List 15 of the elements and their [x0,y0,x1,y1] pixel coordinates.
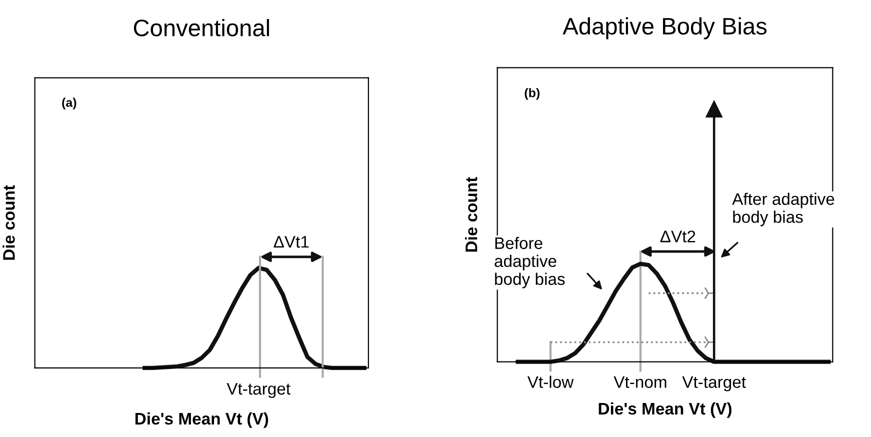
annotation: After adaptive body bias [732,192,834,226]
text: ΔVt1 [274,236,309,248]
y-axis-title: Die count [465,177,478,252]
y-axis-title: Die count [2,185,15,260]
x-axis-title: Die's Mean Vt (V) [135,412,268,428]
annotation: ΔVt2 [660,230,696,242]
x-tick-label: Vt-nom [614,376,666,388]
x-axis-title: Die's Mean Vt (V) [598,402,732,418]
x-tick-label: Vt-low [527,376,574,388]
text: (b) [524,88,540,100]
chart-title: Adaptive Body Bias [562,17,767,40]
x-tick-label: Vt-target [682,376,746,392]
text: (a) [62,98,76,110]
chart-title: Conventional [134,19,269,36]
annotation: Before adaptive body bias [494,236,565,288]
